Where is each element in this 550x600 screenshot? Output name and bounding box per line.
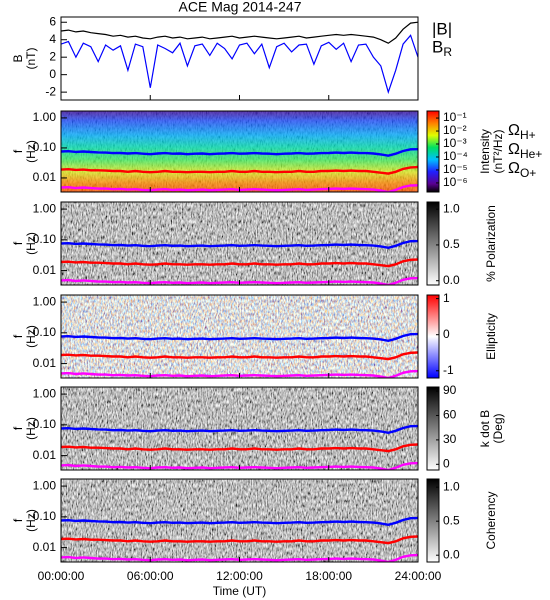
y-tick-label: 0.10 — [33, 140, 57, 154]
y-tick-label: 0.10 — [33, 509, 57, 523]
colorbar — [426, 386, 440, 471]
y-tick-label: 0.10 — [33, 232, 57, 246]
y-axis-label: f — [11, 241, 25, 245]
y-tick-label: 0.01 — [33, 356, 57, 370]
y-axis-label: (Hz) — [24, 232, 38, 255]
legend-label: BR — [432, 37, 452, 59]
y-axis-label: f — [11, 149, 25, 153]
colorbar-tick-label: 1.0 — [443, 479, 460, 493]
y-tick-label: 0.01 — [33, 540, 57, 554]
chart-title: ACE Mag 2014-247 — [179, 0, 302, 15]
y-tick-label: 0.01 — [33, 170, 57, 184]
gyrofrequency-line — [61, 516, 418, 527]
gyrofrequency-line — [61, 535, 418, 545]
legend-label: ΩH+ — [508, 122, 536, 142]
y-tick-label: 1.00 — [33, 478, 57, 492]
colorbar-tick-label: -1 — [443, 363, 454, 377]
y-axis-label: (Hz) — [24, 509, 38, 532]
gyrofrequency-line — [61, 239, 418, 250]
y-tick-label: 0 — [49, 67, 56, 81]
legend-subscript: R — [443, 45, 452, 59]
spectrogram-texture — [61, 111, 418, 192]
legend-subscript: O+ — [520, 166, 536, 180]
spectrogram-image — [61, 387, 418, 470]
y-tick-label: 2 — [49, 49, 56, 63]
y-axis-label: f — [11, 426, 25, 430]
colorbar-tick-label: 0.5 — [443, 237, 460, 251]
colorbar-tick-label: 10⁻⁴ — [443, 149, 468, 163]
data-line — [61, 34, 418, 95]
colorbar-tick-label: 10⁻³ — [443, 136, 467, 150]
colorbar — [426, 478, 440, 563]
colorbar-label: % Polarization — [484, 205, 498, 282]
gyrofrequency-line — [61, 424, 418, 435]
x-axis-label: Time (UT) — [213, 584, 267, 598]
x-tick-label: 00:00:00 — [38, 569, 85, 583]
y-tick-label: 1.00 — [33, 294, 57, 308]
x-tick-label: 06:00:00 — [127, 569, 174, 583]
colorbar-tick-label: 0.5 — [443, 513, 460, 527]
colorbar-label: k dot B — [478, 410, 492, 447]
y-axis-label: (Hz) — [24, 140, 38, 163]
y-tick-label: 0.10 — [33, 325, 57, 339]
colorbar-tick-label: 1 — [443, 291, 450, 305]
colorbar-label: Coherency — [484, 491, 498, 549]
gyrofrequency-line — [61, 443, 418, 453]
colorbar-label: Intensity — [478, 129, 492, 174]
spectrogram-image — [61, 295, 418, 378]
colorbar-tick-label: 0 — [443, 456, 450, 470]
colorbar-tick-label: 0 — [443, 327, 450, 341]
colorbar-tick-label: 0.0 — [443, 273, 460, 287]
colorbar-tick-label: 0.0 — [443, 547, 460, 561]
colorbar — [426, 110, 440, 193]
colorbar-label: (Deg) — [491, 413, 505, 443]
y-tick-label: 1.00 — [33, 110, 57, 124]
x-tick-label: 12:00:00 — [216, 569, 263, 583]
plot-frame — [60, 16, 419, 101]
y-axis-label: (Hz) — [24, 325, 38, 348]
gyrofrequency-line — [61, 332, 418, 343]
y-tick-label: 0.01 — [33, 448, 57, 462]
y-axis-label: (Hz) — [24, 417, 38, 440]
y-tick-label: 6 — [49, 14, 56, 28]
x-tick-label: 18:00:00 — [305, 569, 352, 583]
legend-subscript: H+ — [520, 128, 536, 142]
legend-label: ΩO+ — [508, 160, 536, 180]
colorbar-tick-label: 10⁻¹ — [443, 110, 467, 124]
gyrofrequency-line — [61, 148, 418, 157]
y-axis-label: f — [11, 518, 25, 522]
colorbar-tick-label: 90 — [443, 383, 457, 397]
x-tick-label: 24:00:00 — [395, 569, 442, 583]
colorbar-tick-label: 60 — [443, 408, 457, 422]
spectrogram-image — [61, 202, 418, 285]
colorbar-label: Ellipticity — [484, 313, 498, 360]
legend-label: |B| — [432, 19, 452, 38]
gyrofrequency-line — [61, 165, 418, 175]
gyrofrequency-line — [61, 258, 418, 268]
y-axis-label: f — [11, 334, 25, 338]
y-tick-label: -2 — [45, 84, 56, 98]
colorbar-tick-label: 30 — [443, 432, 457, 446]
y-tick-label: 1.00 — [33, 201, 57, 215]
colorbar-tick-label: 10⁻⁵ — [443, 162, 468, 176]
y-tick-label: 0.10 — [33, 417, 57, 431]
y-axis-label: B — [11, 54, 25, 62]
colorbar-tick-label: 1.0 — [443, 201, 460, 215]
y-axis-label: (nT) — [24, 48, 38, 70]
colorbar-tick-label: 10⁻² — [443, 123, 467, 137]
data-line — [61, 21, 418, 44]
y-tick-label: 4 — [49, 32, 56, 46]
spectrogram-image — [61, 479, 418, 562]
legend-subscript: He+ — [520, 147, 542, 161]
colorbar-label: (nT²/Hz) — [491, 130, 505, 174]
y-tick-label: 0.01 — [33, 263, 57, 277]
colorbar — [426, 201, 440, 286]
y-tick-label: 1.00 — [33, 386, 57, 400]
gyrofrequency-line — [61, 351, 418, 361]
colorbar — [426, 294, 440, 379]
legend-label: ΩHe+ — [508, 141, 542, 161]
colorbar-tick-label: 10⁻⁶ — [443, 175, 468, 189]
